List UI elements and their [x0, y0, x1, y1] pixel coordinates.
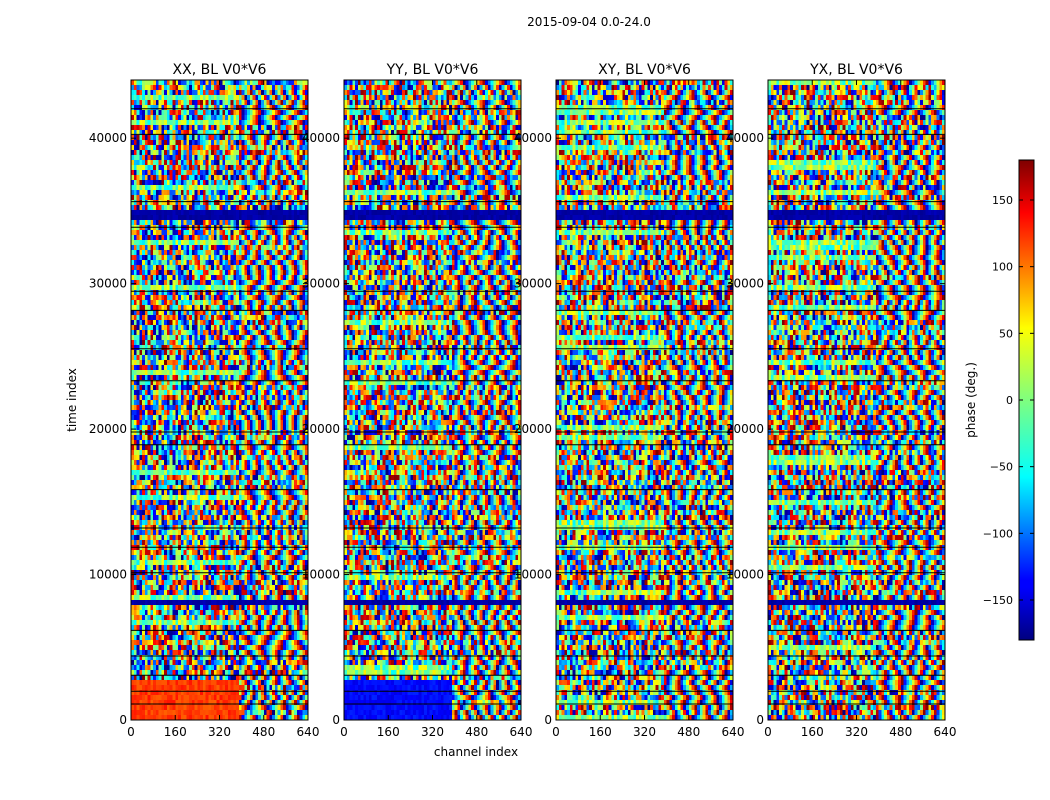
y-tick-label: 20000	[302, 422, 340, 436]
figure-suptitle: 2015-09-04 0.0-24.0	[527, 15, 651, 29]
x-tick-label: 160	[164, 725, 187, 739]
y-tick-label: 10000	[514, 568, 552, 582]
x-axis-label: channel index	[434, 745, 518, 759]
y-tick-label: 0	[332, 713, 340, 727]
x-tick-label: 160	[801, 725, 824, 739]
colorbar-tick-label: −50	[990, 461, 1013, 474]
x-tick-label: 640	[297, 725, 320, 739]
y-tick-label: 30000	[726, 277, 764, 291]
panel-title: YX, BL V0*V6	[809, 62, 903, 78]
y-tick-label: 40000	[726, 131, 764, 145]
colorbar-tick-label: 50	[999, 327, 1013, 340]
x-tick-label: 0	[552, 725, 560, 739]
x-tick-label: 160	[589, 725, 612, 739]
colorbar-tick-label: 0	[1006, 394, 1013, 407]
y-tick-label: 20000	[726, 422, 764, 436]
panels: XX, BL V0*V6 0 160 320 480 640 0 10000 20000 3000…	[89, 62, 957, 739]
colorbar-tick-label: −100	[983, 527, 1013, 540]
colorbar-tick-label: 150	[992, 194, 1013, 207]
x-tick-label: 0	[127, 725, 135, 739]
x-tick-label: 640	[934, 725, 957, 739]
x-tick-label: 320	[421, 725, 444, 739]
y-tick-label: 40000	[302, 131, 340, 145]
heatmap-image	[556, 80, 733, 720]
x-tick-label: 0	[340, 725, 348, 739]
y-tick-label: 40000	[89, 131, 127, 145]
heatmap-image	[344, 80, 521, 720]
heatmap-image	[131, 80, 308, 720]
y-tick-label: 0	[756, 713, 764, 727]
colorbar-tick-label: −150	[983, 594, 1013, 607]
x-tick-label: 480	[889, 725, 912, 739]
y-axis-label: time index	[65, 368, 79, 432]
x-tick-label: 640	[510, 725, 533, 739]
panel-4: YX, BL V0*V6 0 160 320 480 640 0 10000 20000 3000…	[726, 62, 957, 739]
y-tick-label: 0	[544, 713, 552, 727]
y-tick-label: 40000	[514, 131, 552, 145]
x-tick-label: 320	[633, 725, 656, 739]
heatmap-image	[768, 80, 945, 720]
x-tick-label: 480	[677, 725, 700, 739]
x-tick-label: 480	[465, 725, 488, 739]
x-tick-label: 480	[252, 725, 275, 739]
panel-title: XX, BL V0*V6	[173, 62, 267, 78]
colorbar-tick-label: 100	[992, 261, 1013, 274]
y-tick-label: 30000	[514, 277, 552, 291]
panel-3: XY, BL V0*V6 0 160 320 480 640 0 10000 20000 3000…	[514, 62, 745, 739]
x-tick-label: 0	[764, 725, 772, 739]
y-tick-label: 20000	[514, 422, 552, 436]
y-tick-label: 20000	[89, 422, 127, 436]
y-tick-label: 0	[119, 713, 127, 727]
y-tick-label: 10000	[89, 568, 127, 582]
x-tick-label: 320	[845, 725, 868, 739]
y-tick-label: 30000	[89, 277, 127, 291]
y-tick-label: 10000	[302, 568, 340, 582]
y-tick-label: 10000	[726, 568, 764, 582]
colorbar-ticks: −150 −100 −50 0 50 100 150	[983, 194, 1034, 607]
y-tick-label: 30000	[302, 277, 340, 291]
x-tick-label: 640	[722, 725, 745, 739]
x-tick-label: 320	[208, 725, 231, 739]
panel-title: YY, BL V0*V6	[386, 62, 479, 78]
colorbar: −150 −100 −50 0 50 100 150 phase (deg.)	[964, 159, 1035, 641]
panel-1: XX, BL V0*V6 0 160 320 480 640 0 10000 20000 3000…	[89, 62, 320, 739]
colorbar-label: phase (deg.)	[964, 362, 978, 438]
x-tick-label: 160	[377, 725, 400, 739]
panel-2: YY, BL V0*V6 0 160 320 480 640 0 10000 20000 3000…	[302, 62, 533, 739]
panel-title: XY, BL V0*V6	[598, 62, 691, 78]
